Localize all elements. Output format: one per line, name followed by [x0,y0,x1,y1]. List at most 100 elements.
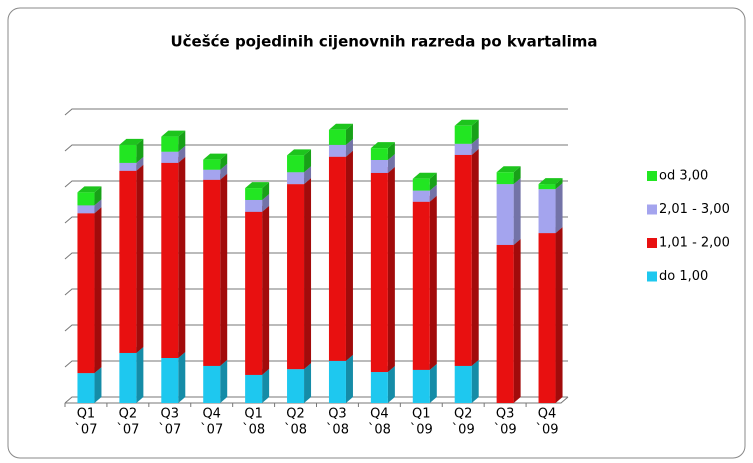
bar [77,373,95,403]
bar [496,172,514,185]
bar-side [513,238,521,403]
bar-top [538,178,563,185]
x-tick-label: Q2 [286,407,305,422]
bar [370,160,388,173]
bar-side [262,205,270,375]
bar-side [387,166,395,373]
x-tick-label: `07 [74,423,97,438]
x-tick-label: Q1 [77,407,96,422]
bar [412,201,430,370]
bar-side [471,119,479,144]
x-tick-label: Q1 [244,407,263,422]
bar-side [429,195,437,370]
grid-line [64,396,568,404]
bar-side [136,138,144,163]
bar-top [454,119,479,126]
grid-line [64,216,568,224]
legend-swatch [647,204,657,215]
x-tick-label: `07 [200,423,223,438]
bar [287,155,305,173]
bar-side [262,368,270,403]
bar-side [555,178,563,190]
bar [161,151,179,163]
bar [370,172,388,373]
bar [370,148,388,160]
legend-swatch [647,238,657,248]
bar [245,374,263,403]
bar [454,365,472,403]
bar [496,184,514,245]
bar [538,233,556,403]
axis-floor [65,396,569,404]
legend-swatch [647,171,657,181]
bar-side [220,163,228,180]
x-tick-label: `09 [494,423,517,438]
grid-line [64,324,568,332]
bar-top [161,130,186,137]
x-tick-label: Q4 [538,407,557,422]
bar-side [471,359,479,403]
bar [454,125,472,144]
chart-title: Učešće pojedinih cijenovnih razreda po k… [170,33,597,51]
bar [161,136,179,152]
bar [412,369,430,403]
bar [77,205,95,214]
bar-side [94,199,102,214]
bar-side [429,172,437,191]
bar-side [387,366,395,403]
bar [370,372,388,403]
bar-side [513,166,521,185]
bar [328,129,346,145]
bar-side [304,363,312,403]
x-tick-label: Q2 [119,407,138,422]
bar-side [262,182,270,200]
bar-side [304,149,312,173]
grid-line [64,288,568,296]
bar-side [178,352,186,403]
x-tick-label: Q3 [496,407,515,422]
bar [245,188,263,200]
x-tick-label: `09 [452,423,475,438]
bar [454,143,472,155]
legend-label: do 1,00 [659,269,708,284]
bar-top [370,142,395,149]
bar [412,178,430,191]
grid-line [64,252,568,260]
bar [328,144,346,157]
x-tick-label: Q4 [202,407,221,422]
bar-top [245,182,270,189]
grid-line [64,144,568,152]
x-tick-label: `08 [284,423,307,438]
bar-side [136,156,144,171]
legend-swatch [647,271,657,282]
bar-side [345,123,353,145]
bar-side [387,142,395,160]
bar [412,190,430,202]
bar-side [136,164,144,353]
legend-label: 1,01 - 2,00 [659,236,730,251]
x-tick-label: `07 [158,423,181,438]
bar [245,199,263,212]
x-tick-label: Q1 [412,407,431,422]
bar [538,184,556,190]
bar [77,213,95,374]
x-tick-label: `07 [116,423,139,438]
bar-side [94,367,102,403]
x-tick-label: `08 [242,423,265,438]
legend-label: od 3,00 [659,169,708,184]
bar-top [203,153,228,160]
x-tick-label: Q4 [370,407,389,422]
bar-side [304,178,312,370]
bar-side [220,359,228,403]
x-tick-label: Q3 [328,407,347,422]
bar-top [496,166,521,173]
grid-line [64,180,568,188]
bar [245,211,263,375]
bar-top [287,149,312,156]
bar-side [304,166,312,185]
bar-side [345,138,353,157]
bar-side [262,193,270,212]
bar [328,156,346,361]
bar-side [471,148,479,366]
